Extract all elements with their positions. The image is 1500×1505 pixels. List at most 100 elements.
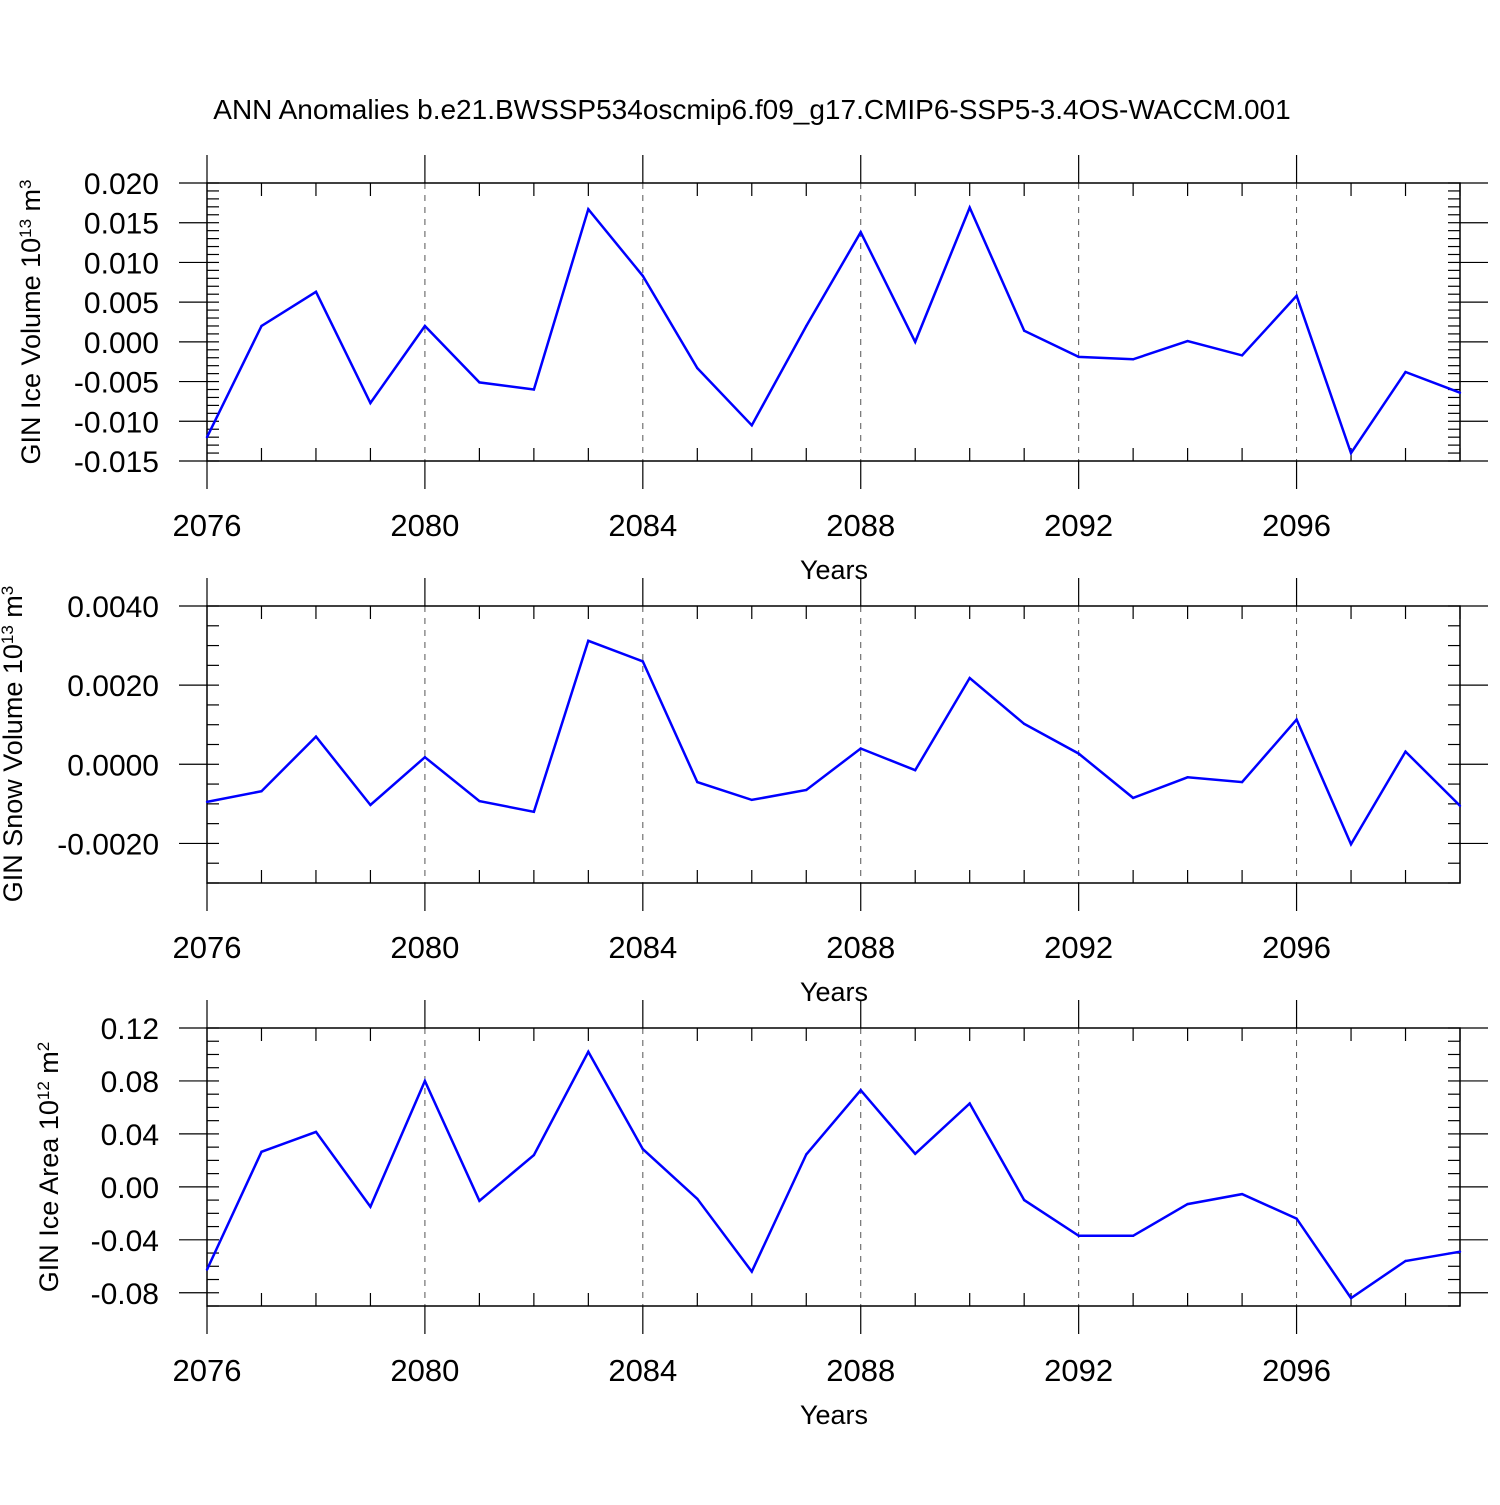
- x-tick-label: 2084: [608, 508, 677, 543]
- data-point: [369, 1205, 372, 1208]
- data-point: [641, 274, 645, 278]
- x-tick-label: 2096: [1262, 508, 1331, 543]
- y-tick-label: -0.010: [74, 406, 159, 439]
- data-point: [314, 1130, 318, 1134]
- data-point: [587, 208, 590, 211]
- y-axis-title-exponent: 3: [0, 586, 17, 595]
- x-tick-label: 2080: [390, 1353, 459, 1388]
- y-tick-label: 0.0000: [67, 749, 159, 782]
- data-point: [1077, 1234, 1080, 1238]
- data-point: [1349, 451, 1353, 455]
- panel-snow-volume: 2076 2080 2084 2088 2092 2096 -0.0020 0.0000 0.0…: [0, 578, 1488, 1007]
- x-tick-label: 2092: [1044, 1353, 1113, 1388]
- data-point: [1404, 1259, 1407, 1263]
- data-point: [968, 206, 971, 209]
- data-point: [914, 340, 917, 344]
- x-tick-label: 2088: [826, 930, 895, 965]
- y-tick-label: -0.04: [91, 1225, 159, 1258]
- data-point: [1131, 358, 1135, 361]
- series-line-ice-area: [205, 1049, 1461, 1300]
- y-axis-title-part: GIN Ice Volume 10: [16, 238, 46, 465]
- x-tick-label: 2092: [1044, 930, 1113, 965]
- data-point: [859, 747, 862, 750]
- data-point: [1131, 1234, 1135, 1238]
- data-point: [696, 366, 699, 370]
- data-point: [1458, 804, 1462, 808]
- y-axis-title-part: GIN Snow Volume 10: [0, 644, 28, 902]
- data-point: [805, 324, 808, 328]
- data-point: [750, 424, 753, 427]
- data-point: [532, 1153, 536, 1157]
- panel-ice-area: 2076 2080 2084 2088 2092 2096 -0.08 -0.04 0.00 0.…: [34, 1000, 1488, 1430]
- data-point: [532, 388, 536, 391]
- data-point: [1295, 1217, 1298, 1220]
- x-tick-label: 2080: [390, 508, 459, 543]
- data-point: [478, 381, 481, 384]
- y-tick-label: 0.020: [84, 168, 159, 201]
- data-point: [968, 676, 971, 680]
- x-tick-label: 2084: [608, 930, 677, 965]
- x-tick-label: 2076: [173, 930, 242, 965]
- y-tick-label: -0.005: [74, 367, 159, 400]
- x-axis-title: Years: [800, 1400, 868, 1430]
- data-point: [1077, 355, 1080, 359]
- y-tick-label: 0.04: [101, 1119, 159, 1152]
- data-point: [805, 1153, 808, 1156]
- data-point: [205, 435, 209, 439]
- data-point: [1186, 1202, 1189, 1206]
- y-tick-label: -0.015: [74, 446, 159, 479]
- x-tick-label: 2088: [826, 508, 895, 543]
- data-point: [1240, 780, 1244, 784]
- data-point: [1295, 294, 1298, 297]
- y-tick-label: 0.010: [84, 247, 159, 280]
- data-point: [1186, 339, 1189, 343]
- data-point: [859, 1089, 862, 1092]
- y-axis-title-exponent: 3: [16, 179, 35, 188]
- y-axis-title-exponent: 13: [16, 219, 35, 238]
- data-point: [532, 810, 536, 813]
- data-point: [587, 1050, 590, 1054]
- y-axis-title-part: m: [0, 595, 28, 625]
- y-axis-title-exponent: 2: [34, 1042, 53, 1051]
- y-axis-title: GIN Ice Area 1012 m2: [34, 1042, 65, 1293]
- data-point: [1186, 776, 1189, 779]
- data-point: [260, 789, 263, 793]
- x-tick-label: 2076: [173, 1353, 242, 1388]
- data-point: [1295, 718, 1298, 721]
- y-tick-label: 0.000: [84, 327, 159, 360]
- data-point: [260, 324, 263, 328]
- data-point: [478, 799, 481, 803]
- data-point: [1404, 750, 1407, 753]
- data-point: [314, 735, 318, 738]
- data-point: [1022, 722, 1026, 726]
- y-tick-label: -0.0020: [57, 828, 159, 861]
- data-point: [1349, 843, 1353, 846]
- y-axis-title-part: m: [34, 1051, 64, 1081]
- figure-title: ANN Anomalies b.e21.BWSSP534oscmip6.f09_…: [213, 94, 1290, 125]
- x-axis-title: Years: [800, 555, 868, 585]
- plot-frame: [206, 1027, 1461, 1307]
- data-point: [205, 800, 209, 804]
- data-point: [968, 1102, 971, 1105]
- data-point: [750, 1270, 753, 1273]
- data-point: [914, 1152, 917, 1155]
- data-point: [696, 780, 699, 784]
- series-line-snow-volume: [206, 639, 1461, 847]
- data-point: [1458, 1250, 1462, 1253]
- data-point: [1022, 329, 1026, 332]
- data-point: [314, 290, 318, 294]
- data-point: [478, 1199, 481, 1202]
- data-point: [205, 1268, 209, 1271]
- data-point: [423, 1079, 427, 1083]
- x-tick-label: 2076: [173, 508, 242, 543]
- data-point: [1240, 1192, 1244, 1196]
- data-point: [750, 798, 753, 802]
- x-tick-label: 2080: [390, 930, 459, 965]
- data-point: [1131, 796, 1135, 800]
- y-axis-title-exponent: 12: [34, 1081, 53, 1100]
- data-point: [641, 660, 645, 663]
- plot-frame: [206, 182, 1461, 462]
- plot-frame: [206, 605, 1461, 884]
